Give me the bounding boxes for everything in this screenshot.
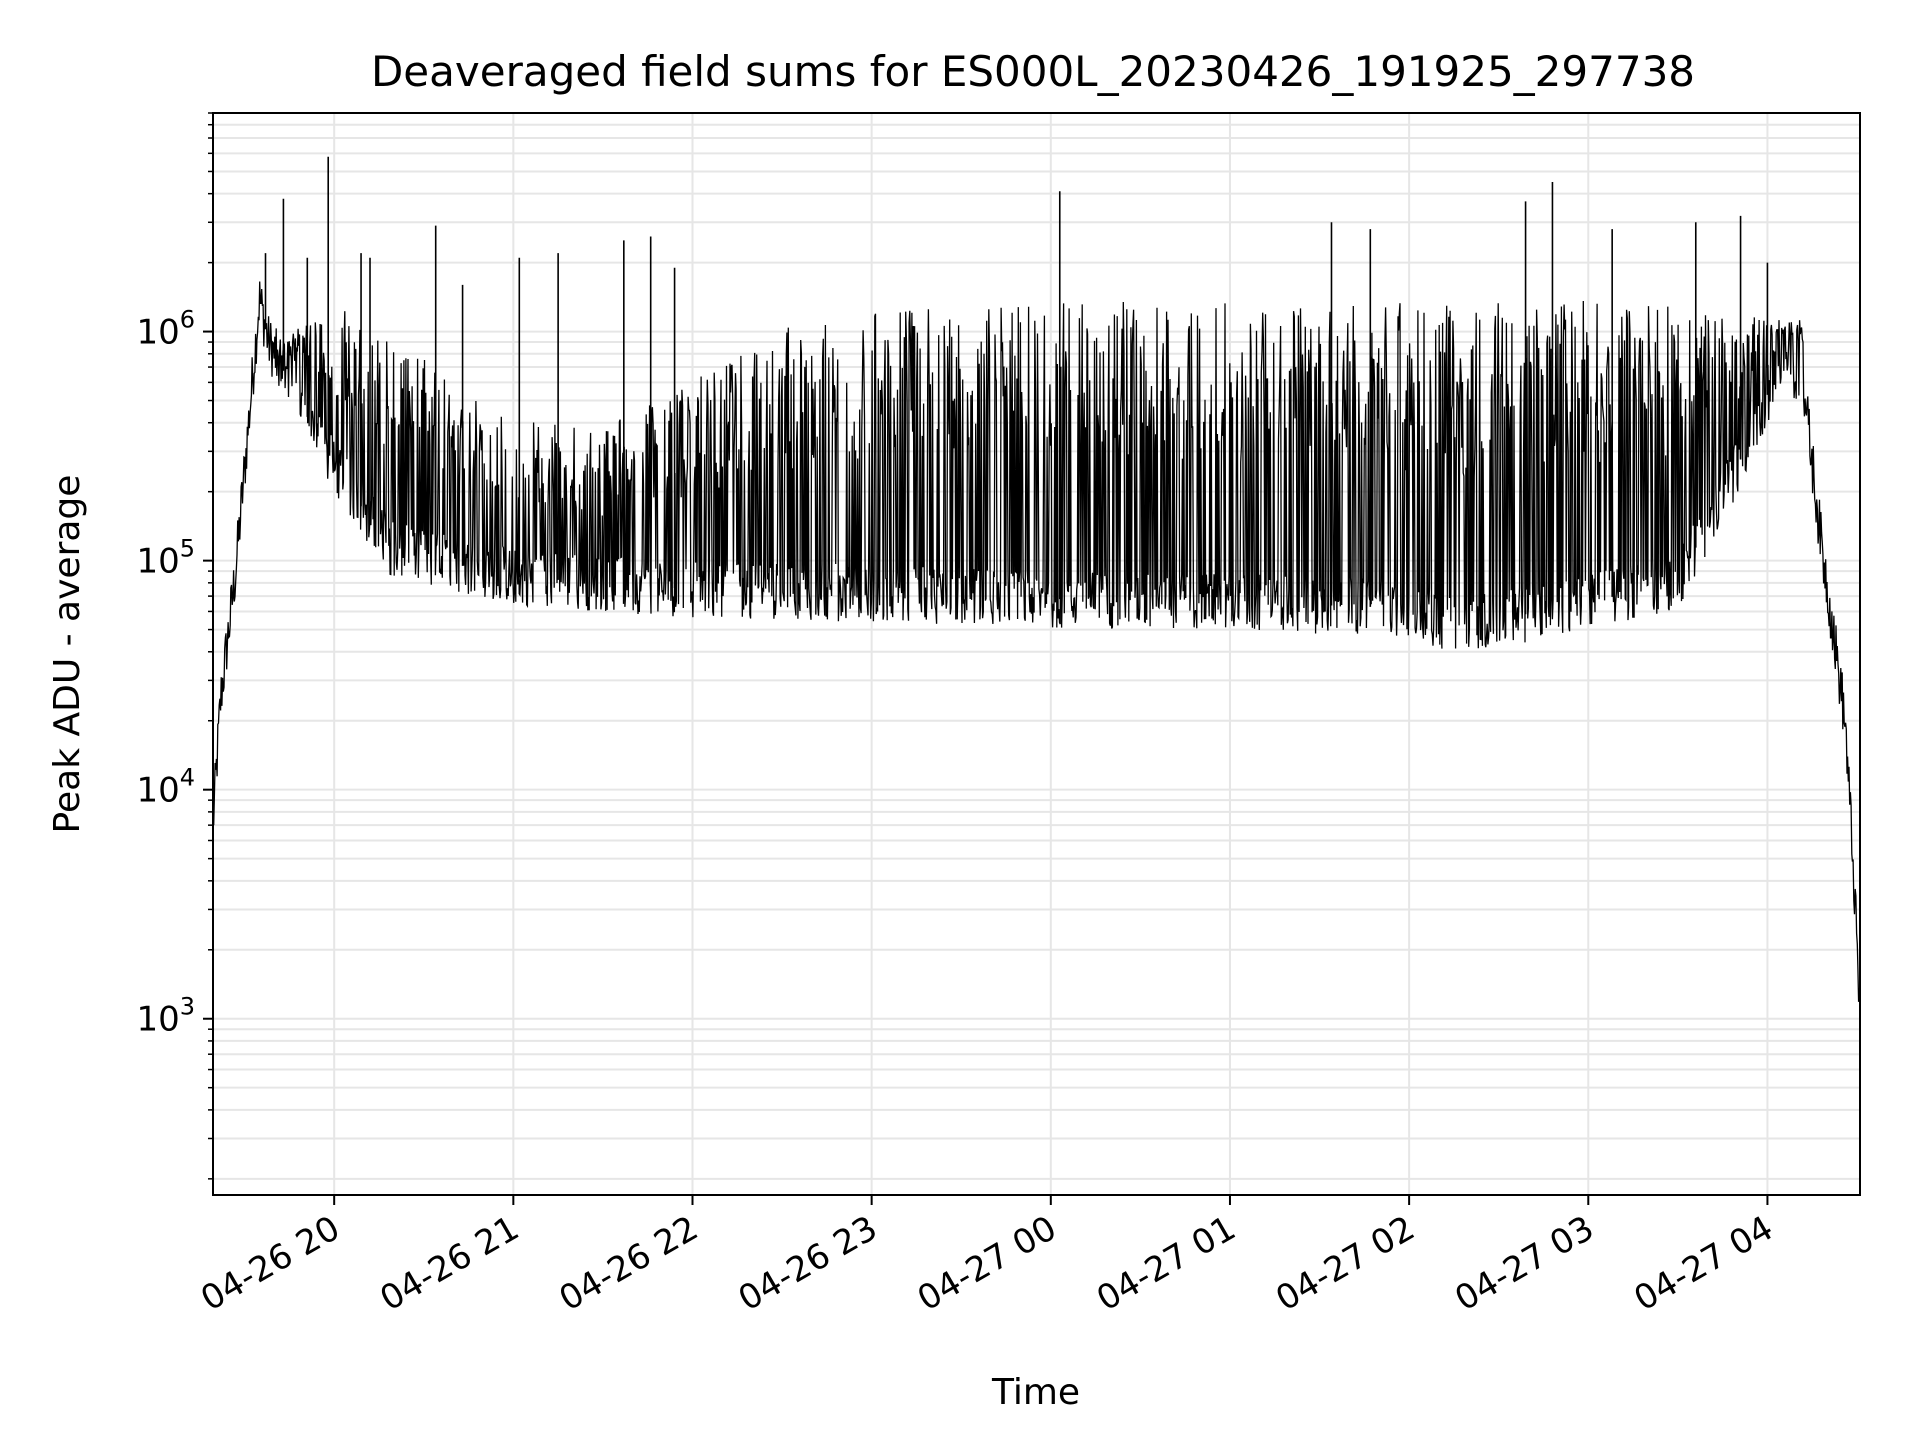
x-axis-label: Time	[991, 1372, 1080, 1413]
y-axis: 103 104 105 106	[136, 112, 213, 1180]
x-tick-label: 04-27 03	[1448, 1208, 1600, 1319]
x-tick-label: 04-27 02	[1269, 1208, 1421, 1319]
x-axis: 04-26 20 04-26 21 04-26 22 04-26 23 04-27 00…	[194, 1195, 1780, 1319]
x-tick-label: 04-27 00	[911, 1208, 1063, 1319]
x-tick-label: 04-27 01	[1090, 1208, 1242, 1319]
x-tick-label: 04-26 23	[732, 1208, 884, 1319]
plot-frame	[212, 112, 1861, 1196]
x-tick-label: 04-26 22	[553, 1208, 705, 1319]
y-tick-label: 103	[136, 993, 195, 1040]
y-tick-label: 106	[136, 306, 195, 353]
plot-area	[212, 112, 1861, 1196]
x-tick-label: 04-26 21	[373, 1208, 525, 1319]
plot-background	[213, 113, 1860, 1195]
series-line	[212, 281, 1861, 1004]
series-group	[212, 156, 1861, 1004]
minor-grid	[213, 112, 1860, 1180]
x-tick-label: 04-27 04	[1628, 1208, 1780, 1319]
y-tick-label: 104	[136, 764, 195, 811]
y-tick-label: 105	[136, 535, 195, 582]
y-axis-label: Peak ADU - average	[47, 475, 88, 834]
x-tick-label: 04-26 20	[194, 1208, 346, 1319]
chart-title: Deaveraged field sums for ES000L_2023042…	[371, 47, 1695, 96]
